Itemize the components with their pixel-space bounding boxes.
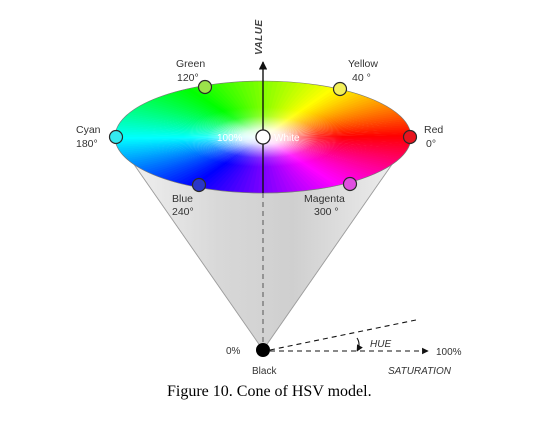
- blue-angle: 240°: [172, 206, 194, 218]
- white-label: White: [274, 133, 300, 144]
- figure-caption: Figure 10. Cone of HSV model.: [167, 383, 372, 400]
- red-dot: [402, 129, 418, 145]
- black-dot: [256, 343, 270, 357]
- magenta-dot: [342, 176, 358, 192]
- magenta-label: Magenta: [304, 193, 345, 205]
- cyan-angle: 180°: [76, 138, 98, 150]
- magenta-angle: 300 °: [314, 206, 339, 218]
- hue-label: HUE: [370, 339, 391, 350]
- black-percent: 0%: [226, 346, 241, 357]
- yellow-angle: 40 °: [352, 72, 371, 84]
- white-dot: [255, 129, 271, 145]
- cone-right-edge: [262, 136, 412, 351]
- saturation-max-label: 100%: [436, 347, 462, 358]
- value-axis-label: VALUE: [254, 19, 265, 55]
- blue-dot: [191, 177, 207, 193]
- hue-radius-line: [269, 319, 417, 351]
- saturation-label: SATURATION: [388, 366, 452, 377]
- red-angle: 0°: [426, 138, 436, 150]
- blue-label: Blue: [172, 193, 193, 205]
- yellow-label: Yellow: [348, 58, 378, 70]
- green-label: Green: [176, 58, 205, 70]
- cyan-dot: [108, 129, 124, 145]
- hue-angle-arc: [356, 337, 363, 352]
- green-dot: [197, 79, 213, 95]
- cyan-label: Cyan: [76, 124, 101, 136]
- red-label: Red: [424, 124, 443, 136]
- white-percent: 100%: [217, 133, 243, 144]
- black-label: Black: [252, 366, 277, 377]
- cone-left-edge: [114, 136, 264, 351]
- green-angle: 120°: [177, 72, 199, 84]
- yellow-dot: [332, 81, 348, 97]
